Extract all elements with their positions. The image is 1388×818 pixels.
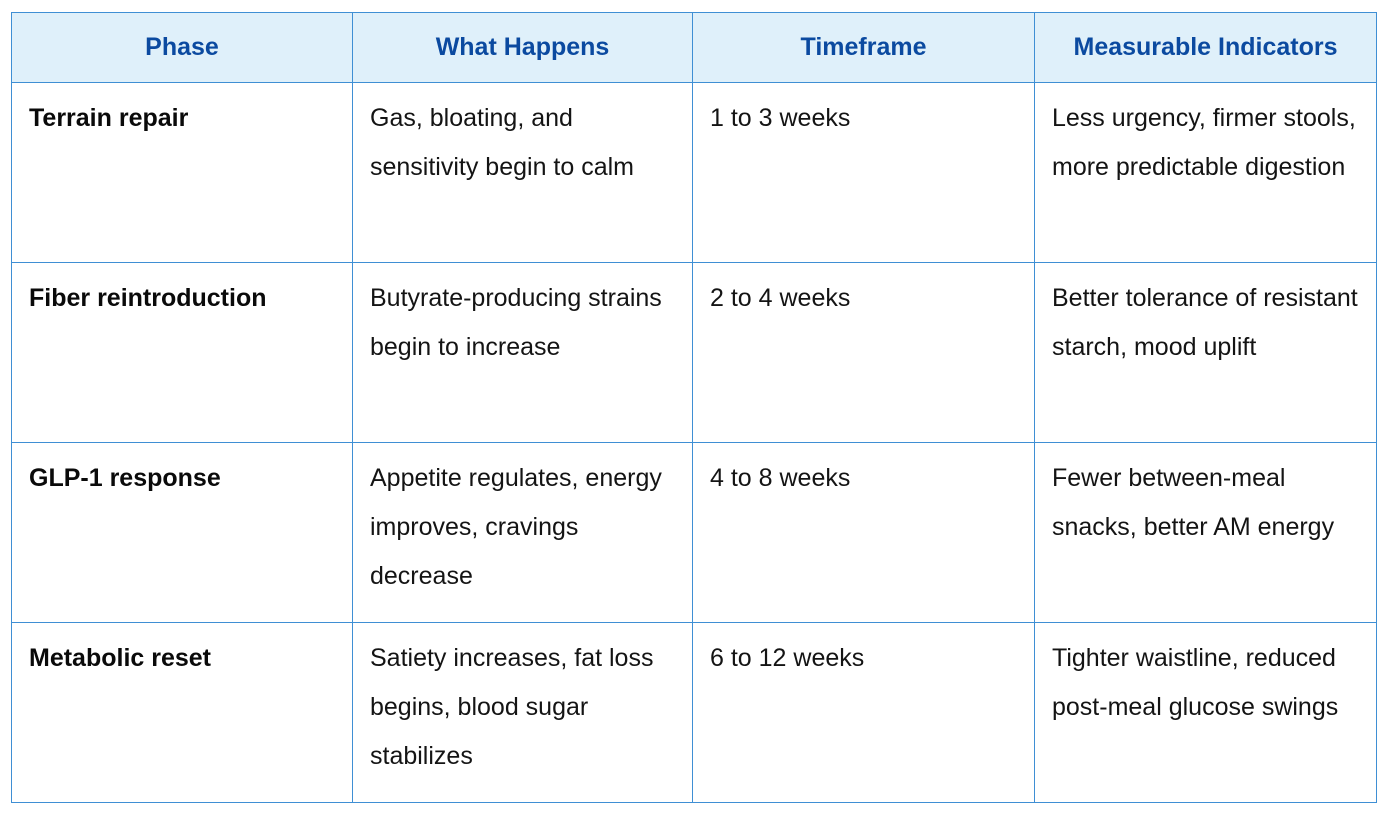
header-phase: Phase [11,12,353,83]
timeframe-cell: 4 to 8 weeks [692,442,1035,623]
table-row: Fiber reintroduction Butyrate-producing … [11,262,1377,443]
table-header: Phase What Happens Timeframe Measurable … [11,12,1377,83]
indicators-cell: Better tolerance of resistant starch, mo… [1034,262,1377,443]
timeframe-cell: 1 to 3 weeks [692,82,1035,263]
what-happens-cell: Appetite regulates, energy improves, cra… [352,442,693,623]
phase-cell: Fiber reintroduction [11,262,353,443]
phase-cell: GLP-1 response [11,442,353,623]
phase-table-container: Phase What Happens Timeframe Measurable … [11,12,1377,803]
table-row: Terrain repair Gas, bloating, and sensit… [11,82,1377,263]
phase-cell: Metabolic reset [11,622,353,803]
header-timeframe: Timeframe [692,12,1035,83]
timeframe-cell: 6 to 12 weeks [692,622,1035,803]
indicators-cell: Fewer between-meal snacks, better AM ene… [1034,442,1377,623]
indicators-cell: Tighter waistline, reduced post-meal glu… [1034,622,1377,803]
table-row: GLP-1 response Appetite regulates, energ… [11,442,1377,623]
timeframe-cell: 2 to 4 weeks [692,262,1035,443]
phase-table: Phase What Happens Timeframe Measurable … [11,12,1377,803]
header-measurable-indicators: Measurable Indicators [1034,12,1377,83]
header-row: Phase What Happens Timeframe Measurable … [11,12,1377,83]
what-happens-cell: Satiety increases, fat loss begins, bloo… [352,622,693,803]
indicators-cell: Less urgency, firmer stools, more predic… [1034,82,1377,263]
what-happens-cell: Gas, bloating, and sensitivity begin to … [352,82,693,263]
table-row: Metabolic reset Satiety increases, fat l… [11,622,1377,803]
phase-cell: Terrain repair [11,82,353,263]
what-happens-cell: Butyrate-producing strains begin to incr… [352,262,693,443]
table-body: Terrain repair Gas, bloating, and sensit… [11,82,1377,803]
header-what-happens: What Happens [352,12,693,83]
